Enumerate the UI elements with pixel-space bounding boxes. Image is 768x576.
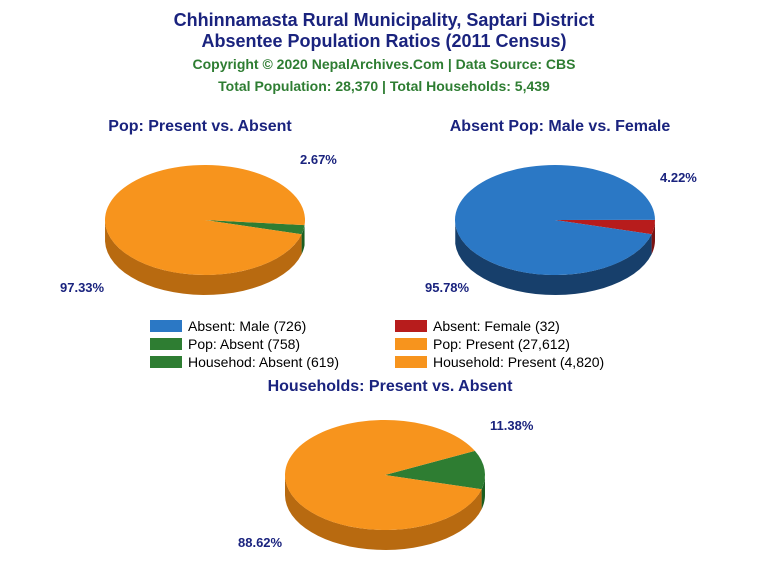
- pie3-label-large: 88.62%: [238, 535, 282, 550]
- pie1: [90, 145, 320, 320]
- legend-swatch: [150, 338, 182, 350]
- title-line2: Absentee Population Ratios (2011 Census): [0, 31, 768, 52]
- pie3-title: Households: Present vs. Absent: [230, 378, 550, 396]
- title-line1: Chhinnamasta Rural Municipality, Saptari…: [0, 0, 768, 31]
- legend-item: Absent: Female (32): [395, 318, 630, 334]
- pie2: [440, 145, 670, 320]
- totals-text: Total Population: 28,370 | Total Househo…: [0, 78, 768, 94]
- pie3-label-small: 11.38%: [490, 418, 533, 433]
- pie2-label-small: 4.22%: [660, 170, 697, 185]
- pie1-svg: [90, 145, 320, 315]
- pie2-title: Absent Pop: Male vs. Female: [400, 118, 720, 136]
- legend-swatch: [395, 338, 427, 350]
- pie2-svg: [440, 145, 670, 315]
- pie1-title: Pop: Present vs. Absent: [60, 118, 340, 136]
- legend: Absent: Male (726) Absent: Female (32) Pop…: [150, 318, 630, 370]
- legend-swatch: [395, 356, 427, 368]
- legend-item: Pop: Absent (758): [150, 336, 385, 352]
- pie2-label-large: 95.78%: [425, 280, 469, 295]
- legend-text: Household: Present (4,820): [433, 354, 604, 370]
- legend-swatch: [150, 356, 182, 368]
- chart-container: Chhinnamasta Rural Municipality, Saptari…: [0, 0, 768, 576]
- pie1-label-small: 2.67%: [300, 152, 337, 167]
- legend-text: Absent: Female (32): [433, 318, 560, 334]
- legend-text: Househod: Absent (619): [188, 354, 339, 370]
- legend-item: Househod: Absent (619): [150, 354, 385, 370]
- legend-item: Pop: Present (27,612): [395, 336, 630, 352]
- legend-text: Pop: Present (27,612): [433, 336, 570, 352]
- legend-swatch: [395, 320, 427, 332]
- pie1-label-large: 97.33%: [60, 280, 104, 295]
- legend-item: Household: Present (4,820): [395, 354, 630, 370]
- legend-text: Pop: Absent (758): [188, 336, 300, 352]
- pie3-svg: [270, 400, 500, 570]
- copyright-text: Copyright © 2020 NepalArchives.Com | Dat…: [0, 56, 768, 72]
- pie3: [270, 400, 500, 575]
- legend-text: Absent: Male (726): [188, 318, 306, 334]
- legend-swatch: [150, 320, 182, 332]
- legend-item: Absent: Male (726): [150, 318, 385, 334]
